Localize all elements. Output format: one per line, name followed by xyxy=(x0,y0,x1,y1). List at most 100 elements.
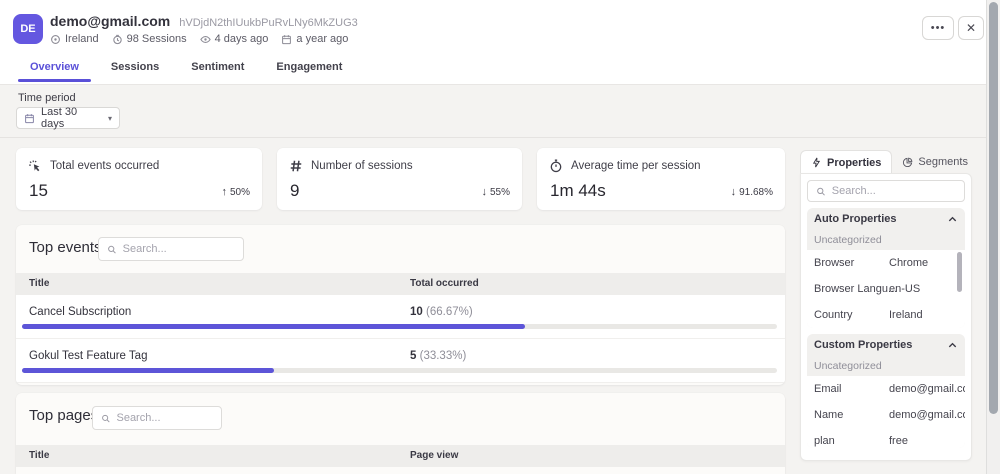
property-key: Email xyxy=(814,383,842,395)
property-value: demo@gmail.co... xyxy=(889,409,965,421)
tab-sessions[interactable]: Sessions xyxy=(110,61,160,73)
chevron-up-icon[interactable] xyxy=(947,214,958,225)
progress-track xyxy=(22,324,777,329)
top-pages-title: Top pages xyxy=(29,407,99,424)
trend-down-icon: ↓ xyxy=(730,186,737,198)
table-row[interactable]: Cancel Subscription 10 (66.67%) xyxy=(16,295,785,339)
column-page-view: Page view xyxy=(410,450,459,461)
chevron-up-icon[interactable] xyxy=(947,340,958,351)
property-value: demo@gmail.co... xyxy=(889,383,965,395)
trend-up-icon: ↑ xyxy=(221,186,227,198)
stopwatch-icon xyxy=(550,159,562,173)
column-title: Title xyxy=(29,278,50,289)
identity-line: demo@gmail.com hVDjdN2thIUukbPuRvLNy6MkZ… xyxy=(50,13,358,29)
tab-overview[interactable]: Overview xyxy=(18,61,91,82)
top-events-search[interactable] xyxy=(98,237,244,261)
top-pages-card: Top pages Title Page view xyxy=(16,393,785,474)
meta-sessions: 98 Sessions xyxy=(112,33,187,45)
calendar-icon xyxy=(25,113,34,123)
search-icon xyxy=(108,245,116,253)
hash-icon xyxy=(290,160,302,172)
search-input[interactable] xyxy=(831,185,956,197)
stat-card-avg-time: Average time per session 1m 44s ↓ 91.68% xyxy=(537,148,785,210)
progress-fill xyxy=(22,368,274,373)
meta-line: Ireland 98 Sessions 4 days ago a year ag… xyxy=(50,33,348,45)
stat-card-total-events: Total events occurred 15 ↑ 50% xyxy=(16,148,262,210)
property-row: Browser Chrome xyxy=(807,250,965,276)
auto-properties-section: Auto Properties Uncategorized Browser Ch… xyxy=(807,208,965,328)
profile-header: DE demo@gmail.com hVDjdN2thIUukbPuRvLNy6… xyxy=(0,0,986,85)
pie-chart-icon xyxy=(903,157,913,167)
avatar: DE xyxy=(13,14,43,44)
tab-segments[interactable]: Segments xyxy=(892,150,978,174)
progress-fill xyxy=(22,324,526,329)
property-key: Name xyxy=(814,409,844,421)
properties-search[interactable] xyxy=(807,180,965,202)
page-scrollbar[interactable] xyxy=(986,0,1000,474)
close-button[interactable]: ✕ xyxy=(958,16,984,40)
chevron-down-icon: ▾ xyxy=(107,113,112,123)
event-title: Cancel Subscription xyxy=(29,306,132,318)
time-period-toolbar: Time period Last 30 days ▾ xyxy=(0,85,986,138)
time-period-select[interactable]: Last 30 days ▾ xyxy=(16,106,120,130)
stat-label: Number of sessions xyxy=(311,160,413,172)
section-title: Custom Properties xyxy=(814,339,913,351)
tab-properties[interactable]: Properties xyxy=(800,150,893,174)
stat-card-sessions: Number of sessions 9 ↓ 55% xyxy=(277,148,522,210)
property-row: Email demo@gmail.co... xyxy=(807,376,965,402)
group-label: Uncategorized xyxy=(814,360,882,372)
section-header[interactable]: Auto Properties xyxy=(807,208,965,230)
property-rows: Browser Chrome Browser Langu... en-US Co… xyxy=(807,250,965,328)
eye-icon xyxy=(199,35,211,43)
time-period-value: Last 30 days xyxy=(41,106,78,130)
stat-label: Total events occurred xyxy=(50,160,160,172)
panel-scrollbar[interactable] xyxy=(957,252,962,292)
user-email: demo@gmail.com xyxy=(50,13,171,29)
top-events-card: Top events Title Total occurred Cancel S… xyxy=(16,225,785,385)
search-input[interactable] xyxy=(116,412,213,424)
property-rows: Email demo@gmail.co... Name demo@gmail.c… xyxy=(807,376,965,448)
user-id: hVDjdN2thIUukbPuRvLNy6MkZUG3 xyxy=(179,17,358,29)
property-row: Browser Langu... en-US xyxy=(807,276,965,302)
tab-engagement[interactable]: Engagement xyxy=(276,61,343,73)
meta-location: Ireland xyxy=(50,33,99,45)
trend-down-icon: ↓ xyxy=(481,186,487,198)
meta-last-seen: 4 days ago xyxy=(199,33,268,45)
property-value: Ireland xyxy=(889,309,923,321)
stat-value: 9 xyxy=(290,181,300,200)
top-pages-search[interactable] xyxy=(92,406,222,430)
event-count: 5 (33.33%) xyxy=(410,350,467,362)
property-row: Name demo@gmail.co... xyxy=(807,402,965,428)
stat-trend: ↓ 91.68% xyxy=(730,186,773,198)
property-key: Browser xyxy=(814,257,855,269)
event-title: Gokul Test Feature Tag xyxy=(29,350,148,362)
property-value: Chrome xyxy=(889,257,929,269)
progress-track xyxy=(22,368,777,373)
top-events-title: Top events xyxy=(29,239,102,256)
group-label: Uncategorized xyxy=(814,234,882,246)
tab-sentiment[interactable]: Sentiment xyxy=(191,61,245,73)
properties-panel: Auto Properties Uncategorized Browser Ch… xyxy=(800,173,972,461)
stat-trend: ↓ 55% xyxy=(481,186,510,198)
properties-panel-tabs: Properties Segments xyxy=(800,150,978,174)
top-pages-header: Top pages xyxy=(16,393,785,445)
property-key: Browser Langu... xyxy=(814,283,898,295)
top-events-header: Top events xyxy=(16,225,785,273)
table-row[interactable]: Gokul Test Feature Tag 5 (33.33%) xyxy=(16,339,785,383)
section-title: Auto Properties xyxy=(814,213,897,225)
calendar-icon xyxy=(282,34,292,44)
property-value: free xyxy=(889,435,908,447)
clock-icon xyxy=(112,34,122,44)
location-icon xyxy=(51,34,60,44)
column-total-occurred: Total occurred xyxy=(410,278,479,289)
property-value: en-US xyxy=(889,283,921,295)
custom-properties-section: Custom Properties Uncategorized Email de… xyxy=(807,334,965,448)
more-actions-button[interactable]: ••• xyxy=(922,16,954,40)
column-title: Title xyxy=(29,450,50,461)
stat-trend: ↑ 50% xyxy=(221,186,250,198)
search-input[interactable] xyxy=(122,243,235,255)
property-row: Country Ireland xyxy=(807,302,965,328)
section-header[interactable]: Custom Properties xyxy=(807,334,965,356)
scrollbar-thumb[interactable] xyxy=(989,2,998,414)
tap-icon xyxy=(29,160,40,172)
